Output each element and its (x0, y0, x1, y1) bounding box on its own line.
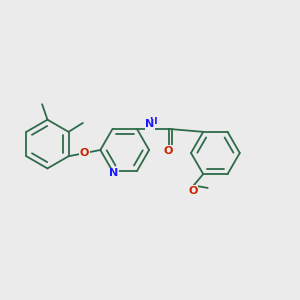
Text: H: H (149, 117, 157, 126)
Text: O: O (80, 148, 89, 158)
Text: N: N (109, 169, 119, 178)
Text: O: O (188, 185, 197, 196)
Text: N: N (145, 119, 154, 129)
Text: O: O (164, 146, 173, 156)
